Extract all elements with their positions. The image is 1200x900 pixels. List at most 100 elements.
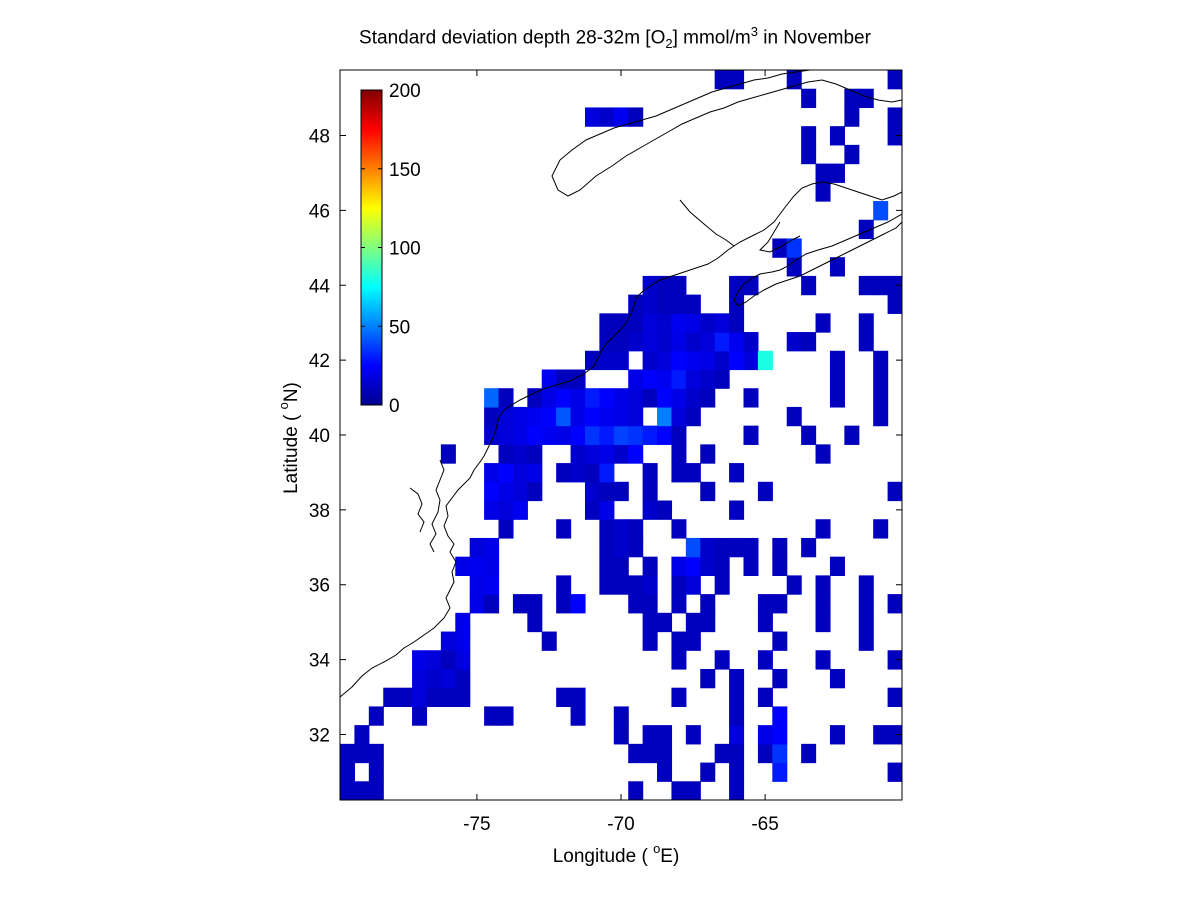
heatmap-cell: [743, 425, 759, 445]
heatmap-cell: [815, 163, 831, 183]
heatmap-cell: [512, 406, 528, 427]
heatmap-cell: [729, 500, 745, 520]
heatmap-cell: [729, 743, 745, 764]
heatmap-cell: [412, 668, 428, 689]
heatmap-cell: [657, 313, 673, 333]
heatmap-cell: [527, 594, 543, 614]
colorbar: 0 50 100 150 200: [360, 81, 421, 417]
heatmap-cell: [570, 687, 586, 708]
heatmap-cell: [772, 762, 788, 782]
heatmap-cell: [671, 463, 687, 483]
heatmap-cell: [440, 650, 456, 670]
heatmap-cell: [412, 650, 428, 670]
heatmap-cell: [397, 687, 413, 708]
heatmap-cell: [613, 481, 629, 502]
heatmap-cell: [527, 463, 543, 483]
heatmap-cell: [556, 425, 572, 445]
heatmap-cell: [484, 575, 500, 595]
heatmap-cell: [584, 406, 600, 427]
heatmap-cell: [671, 594, 687, 614]
heatmap-cell: [613, 332, 629, 352]
heatmap-cell: [873, 725, 889, 745]
heatmap-cell: [873, 519, 889, 539]
heatmap-cell: [628, 406, 644, 427]
heatmap-cell: [757, 743, 773, 764]
heatmap-cell: [815, 612, 831, 633]
heatmap-cell: [498, 481, 514, 502]
heatmap-cell: [657, 425, 673, 445]
heatmap-cell: [873, 406, 889, 427]
heatmap-cell: [786, 575, 802, 595]
title-mid: ] mmol/m: [672, 27, 751, 49]
chart-title: Standard deviation depth 28-32m [O2] mmo…: [0, 24, 1200, 51]
heatmap-cell: [815, 519, 831, 539]
heatmap-cell: [700, 762, 716, 782]
heatmap-cell: [484, 556, 500, 576]
heatmap-cell: [700, 612, 716, 633]
heatmap-cell: [772, 725, 788, 745]
heatmap-cell: [729, 537, 745, 558]
heatmap-cell: [786, 238, 802, 258]
heatmap-cell: [642, 631, 658, 651]
heatmap-cell: [556, 388, 572, 408]
heatmap-cell: [887, 650, 902, 670]
heatmap-cell: [628, 519, 644, 539]
heatmap-cell: [729, 725, 745, 745]
heatmap-cell: [829, 257, 845, 277]
heatmap-cell: [887, 481, 902, 502]
heatmap-cell: [527, 481, 543, 502]
heatmap-cell: [700, 668, 716, 689]
heatmap-cell: [887, 275, 902, 296]
heatmap-cell: [599, 332, 615, 352]
heatmap-cell: [584, 425, 600, 445]
heatmap-cell: [340, 781, 356, 800]
heatmap-cell: [455, 556, 471, 576]
heatmap-cell: [685, 369, 701, 389]
heatmap-cell: [599, 107, 615, 127]
heatmap-cell: [729, 313, 745, 333]
heatmap-cell: [671, 350, 687, 371]
heatmap-cell: [599, 519, 615, 539]
heatmap-cell: [772, 706, 788, 726]
y-tick-label: 48: [309, 127, 330, 148]
heatmap-cell: [512, 425, 528, 445]
heatmap-cell: [858, 313, 874, 333]
heatmap-cell: [657, 332, 673, 352]
heatmap-cell: [829, 388, 845, 408]
heatmap-cell: [743, 556, 759, 576]
heatmap-cell: [613, 406, 629, 427]
heatmap-cell: [700, 369, 716, 389]
heatmap-cell: [671, 650, 687, 670]
heatmap-cell: [642, 556, 658, 576]
heatmap-cell: [887, 762, 902, 782]
heatmap-cell: [671, 781, 687, 800]
heatmap-cell: [700, 481, 716, 502]
heatmap-cell: [599, 425, 615, 445]
heatmap-cell: [484, 500, 500, 520]
heatmap-cell: [757, 687, 773, 708]
colorbar-ticks: 0 50 100 150 200: [361, 81, 421, 417]
x-tick-label: -75: [463, 814, 490, 835]
y-tick-label: 32: [309, 725, 330, 746]
heatmap-cell: [642, 612, 658, 633]
heatmap-cell: [858, 88, 874, 109]
heatmap-cell: [844, 107, 860, 127]
heatmap-cell: [801, 332, 817, 352]
heatmap-cell: [642, 743, 658, 764]
heatmap-cell: [729, 463, 745, 483]
heatmap-cell: [541, 406, 557, 427]
heatmap-cell: [858, 219, 874, 240]
heatmap-cell: [354, 725, 370, 745]
heatmap-cell: [801, 425, 817, 445]
heatmap-cell: [541, 425, 557, 445]
y-tick-label: 36: [309, 576, 330, 597]
heatmap-cell: [584, 107, 600, 127]
heatmap-cell: [599, 463, 615, 483]
heatmap-cells: [340, 70, 902, 800]
heatmap-cell: [729, 687, 745, 708]
heatmap-cell: [685, 332, 701, 352]
heatmap-cell: [628, 107, 644, 127]
heatmap-cell: [757, 612, 773, 633]
heatmap-cell: [556, 519, 572, 539]
heatmap-cell: [772, 594, 788, 614]
